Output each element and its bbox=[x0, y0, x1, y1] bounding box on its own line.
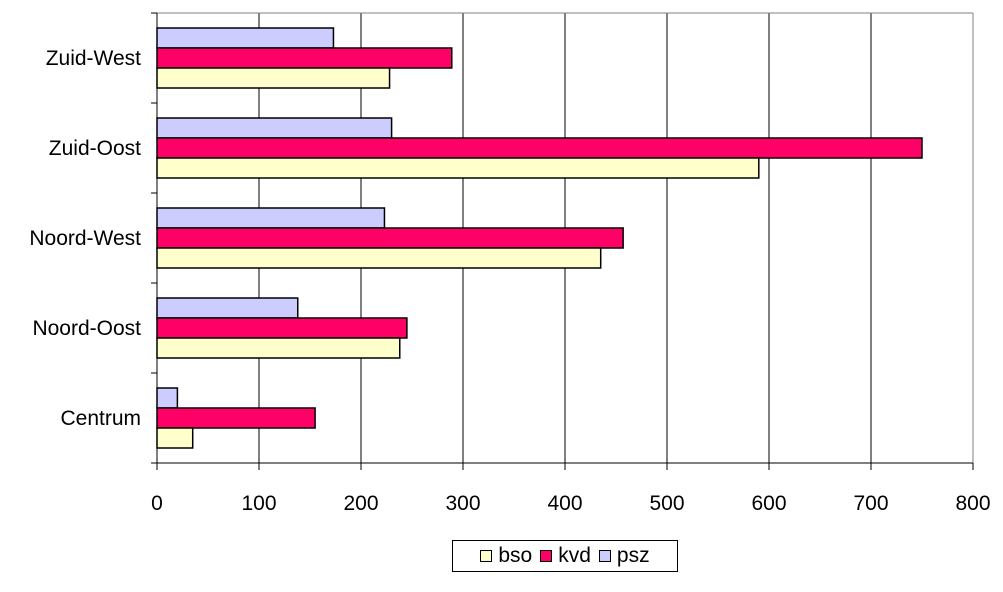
y-category-label: Noord-Oost bbox=[32, 317, 141, 340]
y-category-label: Noord-West bbox=[29, 227, 141, 250]
legend-item-psz: psz bbox=[598, 544, 650, 568]
legend-label-psz: psz bbox=[616, 544, 650, 567]
x-tick-label: 300 bbox=[445, 492, 480, 515]
legend-item-bso: bso bbox=[480, 544, 532, 568]
x-tick-label: 0 bbox=[151, 492, 163, 515]
legend-swatch-bso bbox=[480, 550, 493, 562]
x-tick-label: 800 bbox=[955, 492, 990, 515]
legend-swatch-psz bbox=[598, 550, 611, 562]
bar-psz-noord-oost bbox=[156, 297, 299, 319]
x-tick-label: 500 bbox=[649, 492, 684, 515]
y-category-label: Zuid-West bbox=[46, 47, 141, 70]
legend-item-kvd: kvd bbox=[540, 544, 591, 568]
legend: bso kvd psz bbox=[452, 540, 678, 572]
x-tick-label: 200 bbox=[343, 492, 378, 515]
bar-bso-noord-oost bbox=[156, 337, 401, 359]
legend-swatch-kvd bbox=[540, 550, 553, 562]
legend-label-bso: bso bbox=[498, 544, 533, 567]
bar-kvd-zuid-west bbox=[156, 47, 453, 69]
y-category-label: Zuid-Oost bbox=[49, 137, 141, 160]
bar-bso-noord-west bbox=[156, 247, 602, 269]
bar-psz-noord-west bbox=[156, 207, 386, 229]
x-tick-label: 700 bbox=[853, 492, 888, 515]
x-tick-label: 100 bbox=[241, 492, 276, 515]
x-tick-label: 400 bbox=[547, 492, 582, 515]
bar-psz-zuid-west bbox=[156, 27, 335, 49]
y-category-label: Centrum bbox=[60, 407, 141, 430]
bar-kvd-noord-oost bbox=[156, 317, 408, 339]
bar-kvd-centrum bbox=[156, 407, 316, 429]
x-tick-label: 600 bbox=[751, 492, 786, 515]
bar-psz-zuid-oost bbox=[156, 117, 393, 139]
bar-kvd-noord-west bbox=[156, 227, 624, 249]
legend-label-kvd: kvd bbox=[558, 544, 591, 567]
bar-bso-zuid-oost bbox=[156, 157, 760, 179]
bar-bso-zuid-west bbox=[156, 67, 391, 89]
bar-psz-centrum bbox=[156, 387, 179, 409]
bar-bso-centrum bbox=[156, 427, 194, 449]
bar-kvd-zuid-oost bbox=[156, 137, 923, 159]
